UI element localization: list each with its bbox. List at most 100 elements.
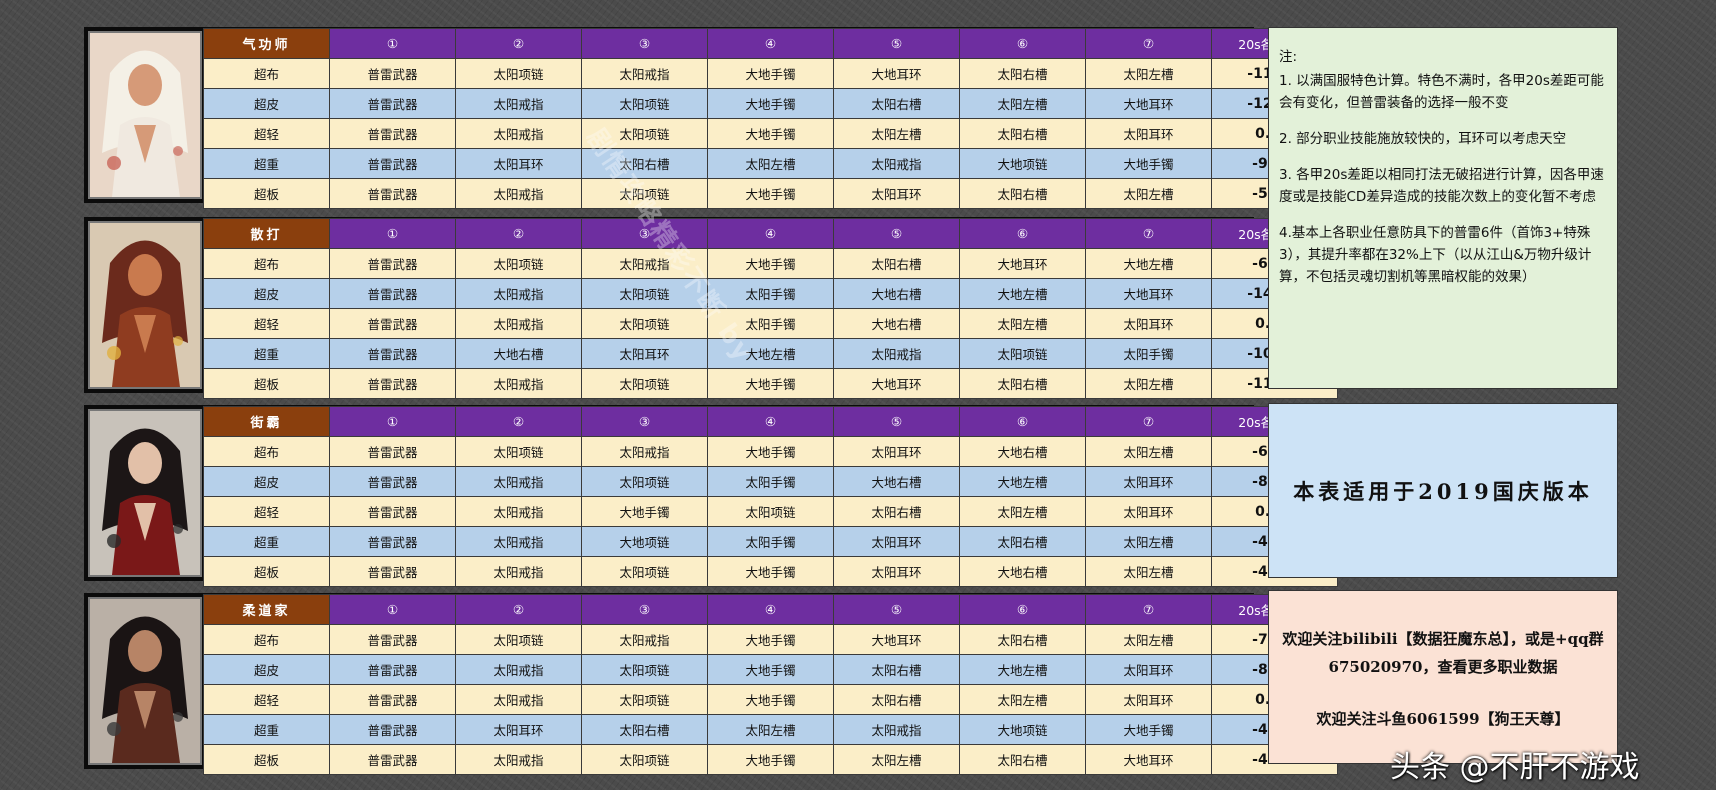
slot-cell: 太阳右槽	[833, 654, 960, 685]
slot-cell: 大地手镯	[1085, 148, 1212, 179]
slot-cell: 太阳右槽	[833, 496, 960, 527]
slot-cell: 太阳左槽	[1085, 624, 1212, 655]
armor-type: 超板	[203, 556, 330, 587]
header-slot: ⑦	[1085, 218, 1212, 249]
notes-panel: 注: 1. 以满国服特色计算。特色不满时，各甲20s差距可能会有变化，但普雷装备…	[1268, 27, 1618, 389]
armor-type: 超皮	[203, 466, 330, 497]
note-2: 2. 部分职业技能施放较快的，耳环可以考虑天空	[1279, 131, 1567, 147]
slot-cell: 普雷武器	[329, 308, 456, 339]
header-slot: ②	[455, 28, 582, 59]
follow-bilibili-text: 欢迎关注bilibili【数据狂魔东总】，或是+qq群675020970，查看更…	[1282, 630, 1604, 676]
slot-cell: 太阳右槽	[581, 714, 708, 745]
slot-cell: 太阳戒指	[455, 684, 582, 715]
slot-cell: 太阳耳环	[1085, 654, 1212, 685]
toutiao-watermark: 头条 @不肝不游戏	[1390, 750, 1640, 785]
slot-cell: 大地右槽	[959, 436, 1086, 467]
slot-cell: 大地左槽	[707, 338, 834, 369]
class-name: 柔道家	[203, 594, 330, 625]
armor-type: 超皮	[203, 88, 330, 119]
slot-cell: 大地手镯	[707, 684, 834, 715]
slot-cell: 太阳项链	[581, 556, 708, 587]
slot-cell: 太阳右槽	[959, 178, 1086, 209]
slot-cell: 普雷武器	[329, 466, 456, 497]
streetfighter-portrait	[88, 409, 202, 577]
header-slot: ①	[329, 28, 456, 59]
slot-cell: 太阳戒指	[833, 338, 960, 369]
header-slot: ⑤	[833, 594, 960, 625]
slot-cell: 太阳项链	[581, 368, 708, 399]
armor-type: 超重	[203, 526, 330, 557]
slot-cell: 太阳项链	[581, 466, 708, 497]
version-panel: 本表适用于2019国庆版本	[1268, 403, 1618, 578]
slot-cell: 普雷武器	[329, 714, 456, 745]
slot-cell: 太阳戒指	[455, 118, 582, 149]
slot-cell: 太阳耳环	[455, 148, 582, 179]
slot-cell: 太阳左槽	[1085, 556, 1212, 587]
header-slot: ⑤	[833, 406, 960, 437]
slot-cell: 太阳耳环	[1085, 684, 1212, 715]
slot-cell: 大地耳环	[1085, 278, 1212, 309]
slot-cell: 太阳戒指	[833, 148, 960, 179]
slot-cell: 太阳左槽	[959, 88, 1086, 119]
slot-cell: 大地耳环	[833, 624, 960, 655]
slot-cell: 太阳右槽	[959, 624, 1086, 655]
class-block: 散打①②③④⑤⑥⑦20s各甲差距超布普雷武器太阳项链太阳戒指大地手镯太阳右槽大地…	[84, 217, 1338, 399]
slot-cell: 太阳右槽	[833, 248, 960, 279]
slot-cell: 大地耳环	[833, 368, 960, 399]
class-name: 气功师	[203, 28, 330, 59]
header-slot: ⑥	[959, 28, 1086, 59]
slot-cell: 大地耳环	[1085, 88, 1212, 119]
slot-cell: 太阳手镯	[707, 308, 834, 339]
slot-cell: 太阳项链	[581, 684, 708, 715]
slot-cell: 大地项链	[581, 526, 708, 557]
slot-cell: 大地耳环	[833, 58, 960, 89]
slot-cell: 大地右槽	[455, 338, 582, 369]
slot-cell: 太阳戒指	[455, 496, 582, 527]
table-row: 超轻普雷武器太阳戒指太阳项链太阳手镯大地右槽太阳左槽太阳耳环0.0%	[203, 308, 1338, 339]
header-slot: ④	[707, 406, 834, 437]
slot-cell: 太阳左槽	[959, 308, 1086, 339]
slot-cell: 太阳戒指	[833, 714, 960, 745]
slot-cell: 大地手镯	[707, 58, 834, 89]
slot-cell: 太阳耳环	[1085, 308, 1212, 339]
slot-cell: 大地项链	[959, 148, 1086, 179]
class-block: 街霸①②③④⑤⑥⑦20s各甲差距超布普雷武器太阳项链太阳戒指大地手镯太阳耳环大地…	[84, 405, 1338, 587]
header-slot: ③	[581, 594, 708, 625]
slot-cell: 太阳左槽	[1085, 58, 1212, 89]
header-slot: ③	[581, 406, 708, 437]
header-slot: ④	[707, 218, 834, 249]
slot-cell: 大地耳环	[959, 248, 1086, 279]
armor-type: 超板	[203, 178, 330, 209]
slot-cell: 太阳戒指	[455, 744, 582, 775]
slot-cell: 太阳戒指	[581, 436, 708, 467]
slot-cell: 太阳手镯	[707, 278, 834, 309]
slot-cell: 普雷武器	[329, 496, 456, 527]
slot-cell: 太阳右槽	[959, 368, 1086, 399]
qigong-portrait	[88, 31, 202, 199]
header-slot: ⑦	[1085, 406, 1212, 437]
header-slot: ②	[455, 594, 582, 625]
header-slot: ④	[707, 28, 834, 59]
note-1: 1. 以满国服特色计算。特色不满时，各甲20s差距可能会有变化，但普雷装备的选择…	[1279, 73, 1604, 111]
slot-cell: 大地右槽	[833, 308, 960, 339]
slot-cell: 太阳戒指	[455, 278, 582, 309]
slot-cell: 大地手镯	[581, 496, 708, 527]
slot-cell: 太阳左槽	[833, 118, 960, 149]
slot-cell: 太阳耳环	[833, 556, 960, 587]
slot-cell: 普雷武器	[329, 684, 456, 715]
armor-type: 超板	[203, 368, 330, 399]
slot-cell: 大地耳环	[1085, 744, 1212, 775]
header-slot: ⑥	[959, 218, 1086, 249]
armor-type: 超皮	[203, 654, 330, 685]
table-row: 超轻普雷武器太阳戒指太阳项链大地手镯太阳左槽太阳右槽太阳耳环0.0%	[203, 118, 1338, 149]
slot-cell: 太阳项链	[581, 744, 708, 775]
